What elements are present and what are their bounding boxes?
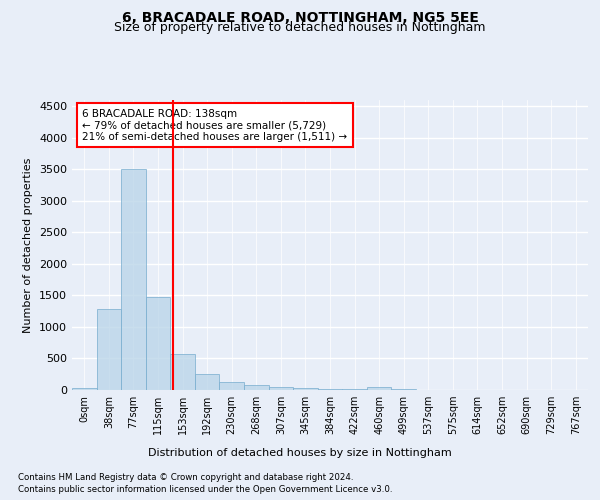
Text: Size of property relative to detached houses in Nottingham: Size of property relative to detached ho…: [114, 21, 486, 34]
Bar: [121, 170, 146, 390]
Y-axis label: Number of detached properties: Number of detached properties: [23, 158, 34, 332]
Bar: [170, 354, 195, 390]
Bar: [244, 385, 269, 390]
Bar: [293, 388, 318, 390]
Text: 6 BRACADALE ROAD: 138sqm
← 79% of detached houses are smaller (5,729)
21% of sem: 6 BRACADALE ROAD: 138sqm ← 79% of detach…: [82, 108, 347, 142]
Bar: [72, 388, 97, 390]
Text: 6, BRACADALE ROAD, NOTTINGHAM, NG5 5EE: 6, BRACADALE ROAD, NOTTINGHAM, NG5 5EE: [122, 10, 478, 24]
Bar: [146, 296, 170, 390]
Bar: [269, 387, 293, 390]
Bar: [97, 310, 121, 390]
Bar: [195, 374, 220, 390]
Text: Contains HM Land Registry data © Crown copyright and database right 2024.: Contains HM Land Registry data © Crown c…: [18, 473, 353, 482]
Bar: [367, 387, 391, 390]
Text: Distribution of detached houses by size in Nottingham: Distribution of detached houses by size …: [148, 448, 452, 458]
Bar: [220, 382, 244, 390]
Bar: [318, 388, 342, 390]
Text: Contains public sector information licensed under the Open Government Licence v3: Contains public sector information licen…: [18, 484, 392, 494]
